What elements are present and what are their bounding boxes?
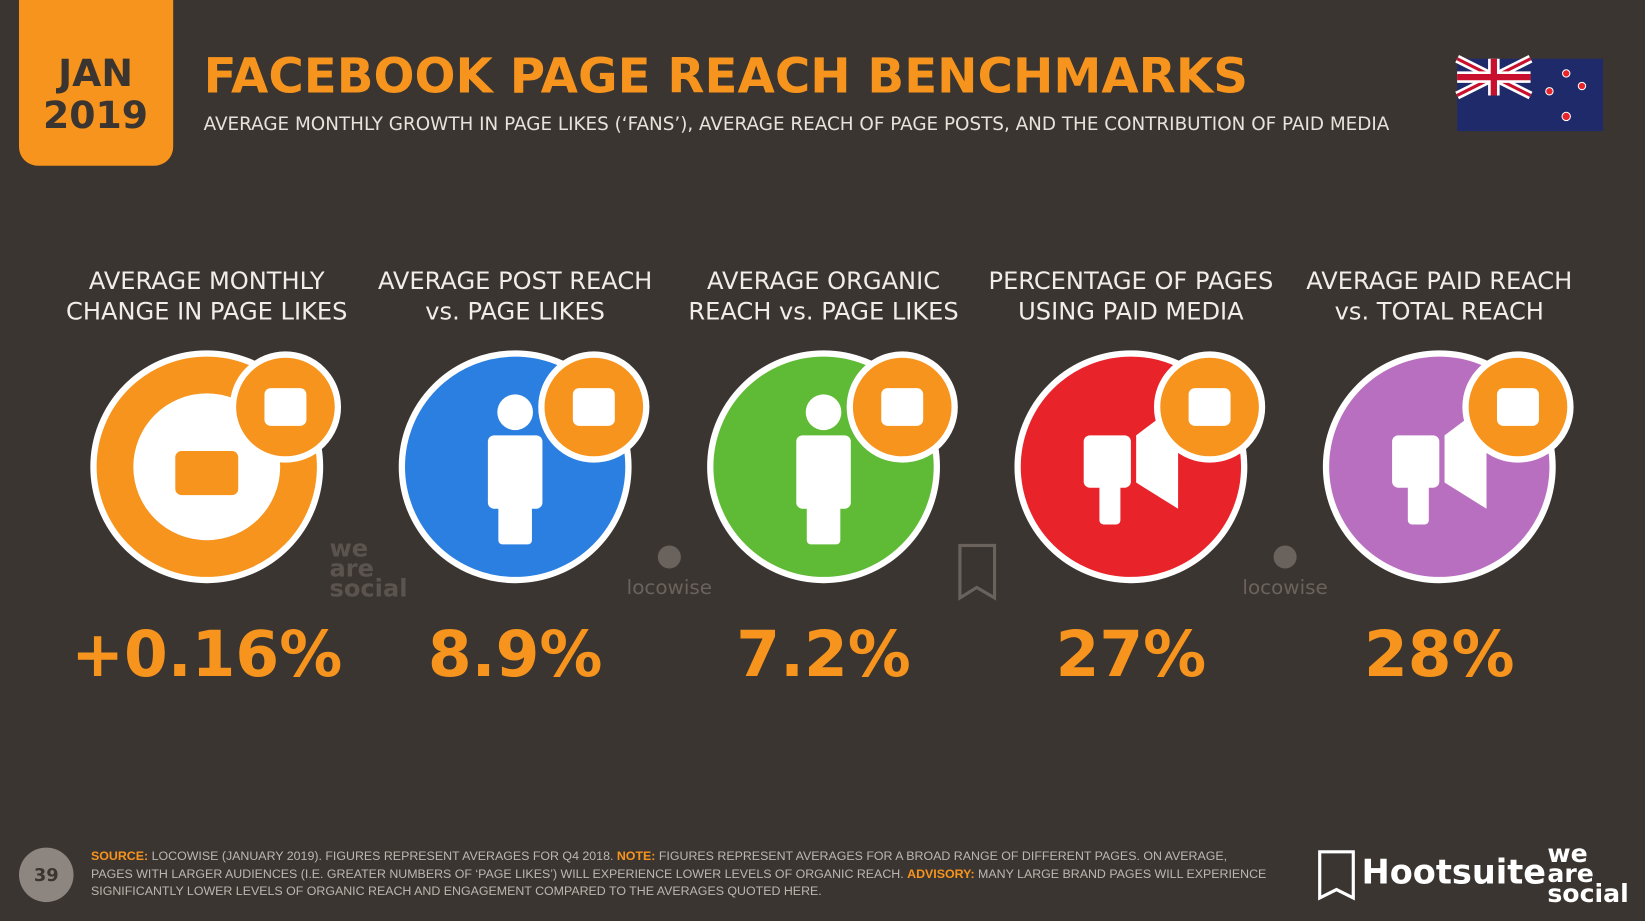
logo-text: we (1547, 839, 1587, 868)
icon (497, 394, 533, 431)
label: ADVISORY: (907, 866, 975, 881)
label: NOTE: (616, 849, 656, 863)
metric-label: CHANGE IN PAGE LIKES (66, 298, 347, 326)
badge-icon (572, 388, 615, 426)
metric-value: 7.2% (736, 618, 911, 691)
icon (1392, 435, 1440, 488)
metric-label: PERCENTAGE OF PAGES (989, 267, 1274, 295)
badge-icon (1188, 388, 1231, 426)
flag (1455, 54, 1603, 132)
watermark-icon (657, 545, 681, 569)
logo-text: are (1547, 859, 1593, 888)
label: SOURCE: (91, 849, 149, 863)
icon (498, 498, 532, 545)
hootsuite-owl (1318, 850, 1355, 901)
watermark-text: we (329, 535, 368, 563)
metric-label: REACH vs. PAGE LIKES (688, 298, 958, 326)
date-year: 2019 (43, 93, 148, 137)
metric-label: USING PAID MEDIA (1018, 298, 1244, 326)
metric-label: vs. PAGE LIKES (425, 298, 605, 326)
page-number: 39 (34, 865, 59, 886)
text: MANY LARGE BRAND PAGES WILL EXPERIENCE S… (91, 866, 1267, 899)
watermark-icon (1273, 545, 1297, 569)
we-are-social-logo: we are social (1547, 839, 1628, 908)
date-month: JAN (55, 51, 133, 95)
metric-label: AVERAGE MONTHLY (89, 267, 325, 295)
watermark-locowise: locowise (1242, 576, 1327, 599)
metric-label: vs. TOTAL REACH (1335, 298, 1544, 326)
icon (796, 435, 851, 509)
metric-label: AVERAGE PAID REACH (1306, 267, 1572, 295)
badge-icon (264, 388, 307, 426)
icon (806, 498, 841, 545)
icon (805, 394, 842, 431)
icon (1083, 435, 1131, 488)
metric-value: 27% (1056, 618, 1207, 691)
icon (1099, 482, 1121, 525)
logo-text: social (1547, 879, 1628, 908)
text: LOCOWISE (JANUARY 2019). FIGURES REPRESE… (151, 849, 614, 863)
icon (1407, 482, 1429, 525)
icon (487, 435, 543, 509)
date-box (18, 0, 174, 166)
page-badge (18, 847, 74, 903)
footnote: SOURCE: LOCOWISE (JANUARY 2019). FIGURES… (91, 848, 1271, 901)
metric-value: +0.16% (71, 618, 342, 691)
watermark-owl (958, 543, 997, 601)
hootsuite-logo: Hootsuite (1362, 852, 1546, 891)
text: FIGURES REPRESENT AVERAGES FOR A BROAD R… (91, 849, 1228, 881)
title: FACEBOOK PAGE REACH BENCHMARKS (204, 49, 1248, 105)
metric-value: 28% (1364, 618, 1515, 691)
metric-label: AVERAGE ORGANIC (707, 267, 940, 295)
watermark-text: social (329, 575, 407, 603)
badge-icon (881, 388, 924, 426)
watermark-locowise: locowise (627, 576, 712, 599)
metric-label: AVERAGE POST REACH (378, 267, 652, 295)
subtitle: AVERAGE MONTHLY GROWTH IN PAGE LIKES (‘F… (204, 114, 1390, 135)
icon (175, 451, 239, 496)
watermark-we-are-social: we are social (329, 535, 407, 603)
badge-icon (1496, 388, 1539, 426)
metric-value: 8.9% (428, 618, 603, 691)
watermark-text: are (329, 555, 374, 583)
